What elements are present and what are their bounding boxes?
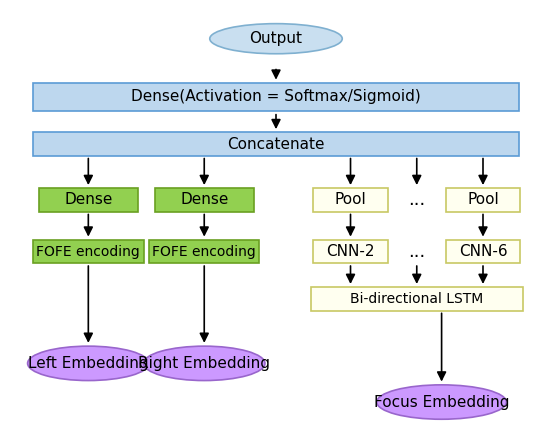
FancyBboxPatch shape bbox=[446, 188, 520, 212]
Text: Focus Embedding: Focus Embedding bbox=[374, 395, 509, 409]
Text: Bi-directional LSTM: Bi-directional LSTM bbox=[350, 292, 484, 306]
Text: Dense: Dense bbox=[180, 193, 229, 207]
Text: CNN-6: CNN-6 bbox=[459, 244, 507, 259]
FancyBboxPatch shape bbox=[149, 240, 259, 263]
Text: Pool: Pool bbox=[467, 193, 499, 207]
Ellipse shape bbox=[376, 385, 507, 419]
Text: FOFE encoding: FOFE encoding bbox=[36, 245, 140, 258]
Text: Output: Output bbox=[250, 31, 302, 46]
FancyBboxPatch shape bbox=[33, 132, 519, 156]
Ellipse shape bbox=[144, 346, 265, 381]
Text: ...: ... bbox=[408, 191, 426, 209]
FancyBboxPatch shape bbox=[155, 188, 254, 212]
Text: Right Embedding: Right Embedding bbox=[138, 356, 270, 371]
FancyBboxPatch shape bbox=[33, 83, 519, 111]
Text: Pool: Pool bbox=[335, 193, 367, 207]
FancyBboxPatch shape bbox=[33, 240, 144, 263]
FancyBboxPatch shape bbox=[39, 188, 138, 212]
Text: FOFE encoding: FOFE encoding bbox=[152, 245, 256, 258]
Text: Concatenate: Concatenate bbox=[227, 137, 325, 151]
FancyBboxPatch shape bbox=[314, 188, 388, 212]
Text: CNN-2: CNN-2 bbox=[326, 244, 375, 259]
FancyBboxPatch shape bbox=[310, 287, 523, 310]
Text: ...: ... bbox=[408, 243, 426, 261]
Text: Left Embedding: Left Embedding bbox=[28, 356, 148, 371]
FancyBboxPatch shape bbox=[446, 240, 520, 263]
FancyBboxPatch shape bbox=[314, 240, 388, 263]
Ellipse shape bbox=[210, 24, 342, 54]
Ellipse shape bbox=[28, 346, 149, 381]
Text: Dense: Dense bbox=[64, 193, 113, 207]
Text: Dense(Activation = Softmax/Sigmoid): Dense(Activation = Softmax/Sigmoid) bbox=[131, 89, 421, 104]
